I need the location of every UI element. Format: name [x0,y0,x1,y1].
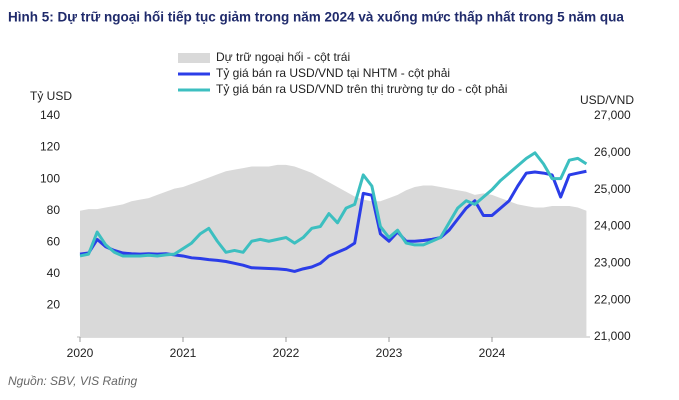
line [79,151,588,258]
y2-tick-label: 26,000 [594,145,631,159]
y-tick-label: 40 [47,266,61,280]
y2-tick-label: 22,000 [594,292,631,306]
y2-tick-label: 27,000 [594,108,631,122]
x-tick-label: 2024 [479,346,506,360]
y2-tick-label: 24,000 [594,219,631,233]
x-tick-label: 2022 [273,346,300,360]
x-tick-label: 2020 [67,346,94,360]
legend-label: Tỷ giá bán ra USD/VND trên thị trường tự… [216,82,507,96]
area [80,164,587,337]
y-tick-label: 20 [47,298,61,312]
y2-tick-label: 23,000 [594,256,631,270]
legend-label: Dự trữ ngoại hối - cột trái [216,50,350,64]
x-tick-label: 2023 [376,346,403,360]
y-tick-label: 140 [40,108,60,122]
x-tick-label: 2021 [170,346,197,360]
y-tick-label: 80 [47,203,61,217]
legend-swatch [178,53,210,63]
y-tick-label: 100 [40,171,60,185]
y-tick-label: 120 [40,140,60,154]
source: Nguồn: SBV, VIS Rating [8,374,138,388]
y-tick-label: 60 [47,234,61,248]
chart-title: Hình 5: Dự trữ ngoại hối tiếp tục giảm t… [8,10,624,25]
y2-tick-label: 25,000 [594,182,631,196]
y-axis-label: Tỷ USD [30,89,72,103]
legend-label: Tỷ giá bán ra USD/VND tại NHTM - cột phả… [216,66,450,80]
y2-tick-label: 21,000 [594,329,631,343]
y2-axis-label: USD/VND [580,93,634,107]
